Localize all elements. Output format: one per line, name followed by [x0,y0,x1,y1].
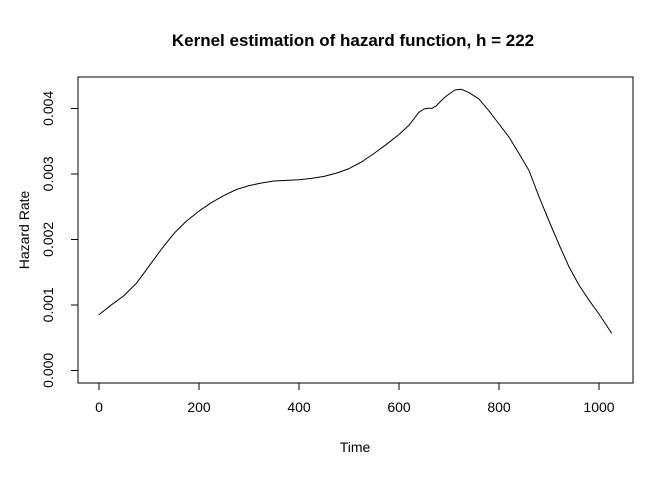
y-axis-label: Hazard Rate [16,190,32,269]
plot-box [77,76,634,384]
x-tick-label: 200 [187,399,211,415]
y-tick-label: 0.000 [40,353,56,388]
hazard-rate-curve [98,88,612,334]
y-tick-label: 0.002 [40,222,56,257]
y-tick-label: 0.001 [40,287,56,322]
x-tick-label: 0 [95,399,103,415]
y-tick-label: 0.003 [40,156,56,191]
x-tick-label: 400 [287,399,311,415]
chart-title: Kernel estimation of hazard function, h … [172,31,534,50]
x-axis-label: Time [340,439,371,455]
y-tick-label: 0.004 [40,91,56,126]
x-tick-label: 600 [387,399,411,415]
x-tick-label: 800 [487,399,511,415]
x-axis: 0 200 400 600 800 1000 [95,383,615,415]
x-tick-label: 1000 [583,399,614,415]
y-axis: 0.000 0.001 0.002 0.003 0.004 [40,91,78,388]
